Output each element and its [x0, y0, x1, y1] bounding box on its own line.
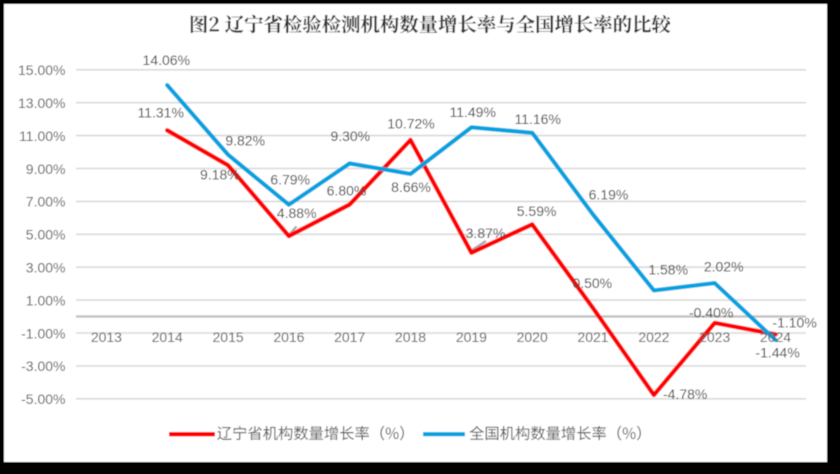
svg-text:2023: 2023 [699, 329, 730, 345]
svg-text:14.06%: 14.06% [143, 52, 190, 68]
svg-text:7.00%: 7.00% [26, 194, 66, 210]
svg-text:2024: 2024 [760, 329, 791, 345]
svg-text:-1.00%: -1.00% [21, 325, 65, 341]
svg-text:2016: 2016 [273, 329, 304, 345]
svg-text:2022: 2022 [638, 329, 669, 345]
svg-text:2018: 2018 [395, 329, 426, 345]
svg-text:4.88%: 4.88% [277, 205, 317, 221]
svg-text:8.66%: 8.66% [391, 179, 431, 195]
svg-text:6.79%: 6.79% [270, 171, 310, 187]
svg-text:1.00%: 1.00% [26, 292, 66, 308]
svg-text:6.80%: 6.80% [327, 183, 367, 199]
svg-text:9.30%: 9.30% [330, 128, 370, 144]
svg-text:2021: 2021 [577, 329, 608, 345]
svg-text:2013: 2013 [91, 329, 122, 345]
svg-text:-5.00%: -5.00% [21, 391, 65, 407]
svg-text:9.82%: 9.82% [225, 132, 265, 148]
svg-text:3.00%: 3.00% [26, 260, 66, 276]
svg-text:-1.44%: -1.44% [755, 345, 799, 361]
svg-text:1.58%: 1.58% [648, 261, 688, 277]
svg-text:10.72%: 10.72% [387, 115, 434, 131]
svg-text:-1.10%: -1.10% [772, 314, 816, 330]
svg-text:2019: 2019 [456, 329, 487, 345]
svg-text:9.18%: 9.18% [200, 167, 240, 183]
svg-text:5.00%: 5.00% [26, 227, 66, 243]
svg-text:11.31%: 11.31% [137, 105, 183, 121]
svg-text:2015: 2015 [213, 329, 244, 345]
svg-text:-3.00%: -3.00% [21, 358, 65, 374]
svg-text:2.02%: 2.02% [704, 258, 744, 274]
svg-text:2017: 2017 [334, 329, 365, 345]
svg-text:2014: 2014 [152, 329, 183, 345]
svg-text:11.00%: 11.00% [19, 128, 65, 144]
svg-text:15.00%: 15.00% [18, 62, 65, 78]
svg-text:-4.78%: -4.78% [663, 386, 707, 402]
svg-text:-0.40%: -0.40% [689, 304, 733, 320]
svg-text:2020: 2020 [517, 329, 548, 345]
svg-text:0.50%: 0.50% [572, 275, 612, 291]
svg-text:13.00%: 13.00% [18, 95, 65, 111]
svg-text:11.16%: 11.16% [514, 111, 560, 127]
svg-text:9.00%: 9.00% [26, 161, 66, 177]
svg-text:11.49%: 11.49% [449, 104, 495, 120]
svg-text:5.59%: 5.59% [517, 203, 557, 219]
svg-text:3.87%: 3.87% [466, 225, 506, 241]
svg-text:6.19%: 6.19% [589, 187, 629, 203]
